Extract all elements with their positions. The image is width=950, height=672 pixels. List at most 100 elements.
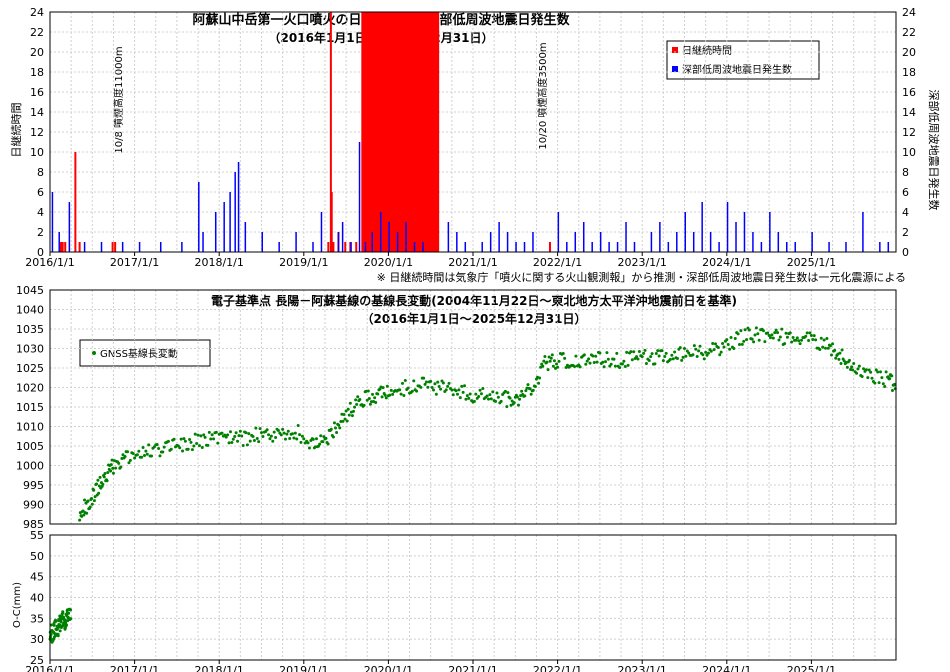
- chart2-point: [719, 350, 723, 354]
- chart2-point: [331, 435, 335, 439]
- chart2-point: [261, 434, 265, 438]
- chart2-point: [769, 336, 773, 340]
- chart1-bar-eq: [159, 242, 162, 252]
- chart2-point: [307, 446, 311, 450]
- chart2-point: [794, 338, 798, 342]
- chart2-point: [157, 446, 161, 450]
- chart1-bar-duration: [329, 12, 332, 252]
- chart2-point: [499, 399, 503, 403]
- chart2-point: [88, 505, 92, 509]
- chart1-bar-eq: [229, 192, 231, 252]
- chart2-point: [842, 359, 846, 363]
- chart2-point: [283, 437, 287, 441]
- chart2-point: [300, 434, 304, 438]
- chart2-point: [712, 348, 716, 352]
- chart2-point: [337, 423, 341, 427]
- chart2-point: [98, 475, 102, 479]
- chart1-bar-eq: [862, 212, 864, 252]
- chart2-point: [809, 333, 813, 337]
- chart2-point: [538, 376, 542, 380]
- chart2-point: [549, 356, 553, 360]
- chart1-bar-duration: [330, 192, 333, 252]
- chart2-point: [127, 461, 131, 465]
- chart2-point: [828, 344, 832, 348]
- chart2-point: [740, 342, 744, 346]
- chart2-point: [244, 431, 248, 435]
- chart1-bar-eq: [214, 212, 217, 252]
- chart1-bar-eq: [234, 172, 236, 252]
- chart2-point: [711, 342, 715, 346]
- chart2-point: [334, 426, 338, 430]
- chart2-point: [778, 335, 782, 339]
- chart2-point: [869, 370, 873, 374]
- chart2-point: [529, 392, 533, 396]
- chart2-point: [199, 434, 203, 438]
- chart2-point: [866, 376, 870, 380]
- chart2-ytick-label: 995: [23, 479, 44, 492]
- chart2-point: [637, 349, 641, 353]
- chart1-bar-eq: [599, 232, 602, 252]
- chart2-point: [295, 437, 299, 441]
- chart2-point: [403, 378, 407, 382]
- chart2-point: [829, 353, 833, 357]
- chart2-point: [319, 434, 323, 438]
- chart2-point: [541, 364, 545, 368]
- chart2-point: [133, 456, 137, 460]
- chart1-ytick-label-right: 8: [902, 166, 909, 179]
- chart1-bar-eq: [845, 242, 847, 252]
- chart2-point: [704, 350, 708, 354]
- chart2-point: [675, 356, 679, 360]
- chart1-ytick-label-right: 24: [902, 6, 916, 19]
- chart2-ytick-label: 1010: [16, 421, 44, 434]
- chart2-point: [506, 391, 510, 395]
- chart2-point: [288, 437, 292, 441]
- chart2-point: [640, 355, 644, 359]
- chart1-bar-eq: [58, 232, 60, 252]
- chart1-bar-eq: [379, 212, 382, 252]
- chart3-xtick-label: 2019/1/1: [279, 664, 328, 672]
- chart2-point: [95, 482, 99, 486]
- chart1-ytick-label: 20: [30, 46, 44, 59]
- chart2-point: [890, 374, 894, 378]
- chart2-point: [147, 443, 151, 447]
- chart2-point: [840, 348, 844, 352]
- chart2-point: [81, 509, 85, 513]
- chart1-xtick-label: 2017/1/1: [110, 256, 159, 269]
- chart2-point: [862, 367, 866, 371]
- chart1-bar-eq: [181, 242, 183, 252]
- chart2-point: [653, 362, 657, 366]
- chart2-point: [90, 497, 94, 501]
- chart2-point: [785, 335, 789, 339]
- chart2-point: [629, 350, 633, 354]
- chart2-point: [884, 370, 888, 374]
- chart2-point: [745, 338, 749, 342]
- chart2-point: [660, 349, 664, 353]
- chart1-bar-duration: [114, 242, 117, 252]
- chart2-point: [798, 342, 802, 346]
- chart2-point: [426, 385, 430, 389]
- chart2-point: [197, 444, 201, 448]
- chart2-point: [478, 388, 482, 392]
- chart2-point: [188, 438, 192, 442]
- chart3-xtick-label: 2024/1/1: [702, 664, 751, 672]
- chart2-point: [721, 342, 725, 346]
- chart2-point: [770, 333, 774, 337]
- chart1-bar-eq: [244, 222, 247, 252]
- chart2-point: [429, 379, 433, 383]
- chart2-point: [166, 439, 170, 443]
- chart1-bar-eq: [726, 202, 729, 252]
- chart2-point: [321, 440, 325, 444]
- chart2-point: [814, 338, 818, 342]
- chart1-legend-box: [666, 40, 820, 80]
- chart2-point: [209, 437, 213, 441]
- chart2-point: [800, 338, 804, 342]
- chart3-ytick-label: 55: [30, 529, 44, 542]
- chart2-point: [714, 342, 718, 346]
- chart2-point: [847, 358, 851, 362]
- chart2-point: [691, 353, 695, 357]
- chart3-xtick-label: 2022/1/1: [533, 664, 582, 672]
- chart2-point: [644, 362, 648, 366]
- chart1-bar-duration: [74, 152, 77, 252]
- chart2-point: [437, 384, 441, 388]
